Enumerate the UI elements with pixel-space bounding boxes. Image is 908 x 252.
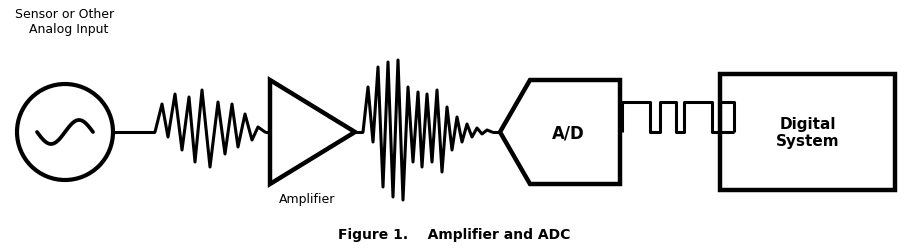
Text: Digital
System: Digital System xyxy=(775,116,839,149)
Text: Sensor or Other
  Analog Input: Sensor or Other Analog Input xyxy=(15,8,114,36)
Text: Amplifier: Amplifier xyxy=(280,192,336,205)
Text: A/D: A/D xyxy=(552,123,585,141)
Text: Figure 1.    Amplifier and ADC: Figure 1. Amplifier and ADC xyxy=(338,227,570,241)
